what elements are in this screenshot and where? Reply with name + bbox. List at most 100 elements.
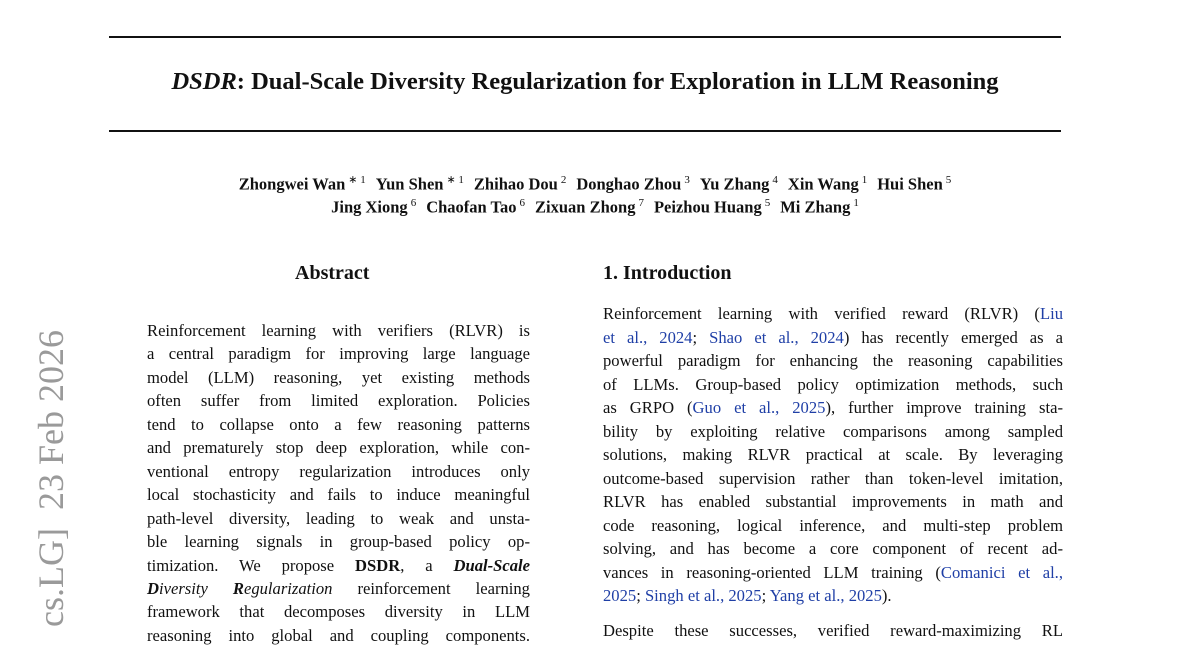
author-name: Yun Shen bbox=[375, 174, 444, 194]
text-line: outcome-based supervision rather than to… bbox=[603, 468, 1063, 490]
affiliation: 5 bbox=[764, 197, 771, 209]
text-line: 2025; Singh et al., 2025; Yang et al., 2… bbox=[603, 585, 1063, 607]
citation-link[interactable]: Yang et al., 2025 bbox=[769, 586, 882, 605]
text-run: ) has recently emerged as a bbox=[843, 327, 1063, 347]
text-line: and prematurely stop deep exploration, w… bbox=[147, 437, 530, 459]
text-run: Reinforcement learning with verifiers (R… bbox=[147, 321, 530, 340]
text-run: ). bbox=[881, 586, 892, 605]
text-run: ), further improve training sta- bbox=[825, 398, 1063, 417]
text-line: local stochasticity and fails to induce … bbox=[147, 484, 530, 506]
author-line: Zhongwei Wan ∗ 1 Yun Shen ∗ 1 Zhihao Dou 2 Don… bbox=[0, 173, 1200, 195]
text-run: model (LLM) reasoning, yet existing meth… bbox=[147, 367, 530, 387]
text-line: Reinforcement learning with verified rew… bbox=[603, 303, 1063, 325]
citation-link[interactable]: Shao et al., 2024 bbox=[709, 327, 844, 347]
text-line: path-level diversity, leading to weak an… bbox=[147, 508, 530, 530]
author-name: Peizhou Huang bbox=[653, 197, 762, 217]
author-name: Mi Zhang bbox=[780, 197, 851, 217]
bottom-rule bbox=[109, 130, 1061, 132]
citation-link[interactable]: Liu bbox=[1039, 304, 1063, 323]
text-run: tend to collapse onto a few reasoning pa… bbox=[147, 414, 530, 434]
text-line: model (LLM) reasoning, yet existing meth… bbox=[147, 367, 530, 389]
affiliation: ∗ 1 bbox=[348, 174, 366, 186]
affiliation: 1 bbox=[861, 174, 868, 186]
citation-link[interactable]: et al., 2024 bbox=[603, 327, 693, 347]
author-name: Zhongwei Wan bbox=[238, 174, 346, 194]
citation-link[interactable]: 2025 bbox=[603, 586, 637, 605]
affiliation: 3 bbox=[684, 174, 690, 186]
arxiv-stamp: cs.LG] 23 Feb 2026 bbox=[31, 330, 71, 627]
author-name: Hui Shen bbox=[877, 174, 943, 194]
text-line: bility by exploiting relative comparison… bbox=[603, 421, 1063, 443]
text-run: ble learning signals in group-based poli… bbox=[147, 532, 530, 552]
text-line: as GRPO (Guo et al., 2025), further impr… bbox=[603, 397, 1063, 419]
text-run: D bbox=[147, 578, 159, 598]
affiliation: 5 bbox=[945, 174, 952, 186]
text-run: powerful paradigm for enhancing the reas… bbox=[603, 351, 1063, 370]
affiliation: ∗ 1 bbox=[446, 174, 464, 186]
text-line: powerful paradigm for enhancing the reas… bbox=[603, 350, 1063, 372]
text-run: as GRPO ( bbox=[603, 398, 693, 417]
text-line: reasoning into global and coupling compo… bbox=[147, 625, 530, 647]
citation-link[interactable]: Guo et al., 2025 bbox=[692, 398, 826, 417]
text-run: egularization bbox=[243, 578, 333, 598]
text-line: RLVR has enabled substantial improvement… bbox=[603, 491, 1063, 513]
text-line: of LLMs. Group-based policy optimization… bbox=[603, 374, 1063, 396]
text-line: code reasoning, logical inference, and m… bbox=[603, 515, 1063, 537]
section-heading: 1. Introduction bbox=[603, 262, 732, 284]
text-run: Despite these successes, verified reward… bbox=[603, 621, 1063, 640]
text-line: framework that decomposes diversity in L… bbox=[147, 601, 530, 623]
text-run: solutions, making RLVR practical at scal… bbox=[603, 445, 1063, 464]
text-line: solving, and has become a core component… bbox=[603, 538, 1063, 560]
text-run: reinforcement learning bbox=[332, 578, 530, 598]
text-run: ventional entropy regularization introdu… bbox=[147, 461, 530, 481]
text-line: Despite these successes, verified reward… bbox=[603, 620, 1063, 642]
paper-title: DSDR: Dual-Scale Diversity Regularizatio… bbox=[109, 68, 1061, 96]
affiliation: 4 bbox=[772, 174, 778, 186]
text-run: code reasoning, logical inference, and m… bbox=[603, 515, 1063, 535]
author-name: Zhihao Dou bbox=[473, 174, 558, 194]
author-name: Yu Zhang bbox=[699, 174, 770, 194]
text-run: iversity bbox=[158, 578, 233, 598]
text-run: a central paradigm for improving large l… bbox=[147, 344, 530, 364]
text-run: vances in reasoning-oriented LLM trainin… bbox=[603, 562, 941, 582]
text-run: local stochasticity and fails to induce … bbox=[147, 485, 530, 505]
text-run: ; bbox=[636, 586, 645, 605]
text-line: solutions, making RLVR practical at scal… bbox=[603, 444, 1063, 466]
author-name: Donghao Zhou bbox=[576, 174, 682, 194]
arxiv-sidebar: cs.LG] 23 Feb 2026 bbox=[31, 330, 71, 627]
text-run: : Dual-Scale Diversity Regularization fo… bbox=[236, 68, 999, 95]
text-line: Diversity Regularization reinforcement l… bbox=[147, 578, 530, 600]
text-run: RLVR has enabled substantial improvement… bbox=[603, 492, 1063, 511]
affiliation: 1 bbox=[853, 197, 859, 209]
text-run: framework that decomposes diversity in L… bbox=[147, 602, 530, 622]
affiliation: 7 bbox=[638, 197, 644, 209]
text-line: often suffer from limited exploration. P… bbox=[147, 390, 530, 412]
top-rule bbox=[109, 36, 1061, 38]
text-run: and prematurely stop deep exploration, w… bbox=[147, 438, 530, 458]
text-line: timization. We propose DSDR, a Dual-Scal… bbox=[147, 555, 530, 577]
text-run: Reinforcement learning with verified rew… bbox=[603, 304, 1040, 323]
text-run: often suffer from limited exploration. P… bbox=[147, 391, 530, 411]
text-run: Dual-Scale bbox=[453, 555, 530, 575]
citation-link[interactable]: Comanici et al., bbox=[940, 562, 1063, 582]
text-line: tend to collapse onto a few reasoning pa… bbox=[147, 414, 530, 436]
text-run: R bbox=[232, 578, 244, 598]
affiliation: 6 bbox=[410, 197, 417, 209]
author-name: Jing Xiong bbox=[331, 197, 408, 217]
text-run: reasoning into global and coupling compo… bbox=[147, 625, 530, 645]
text-line: et al., 2024; Shao et al., 2024) has rec… bbox=[603, 327, 1063, 349]
abstract-heading: Abstract bbox=[295, 262, 370, 284]
text-line: vances in reasoning-oriented LLM trainin… bbox=[603, 562, 1063, 584]
text-run: timization. We propose bbox=[147, 555, 356, 575]
text-line: a central paradigm for improving large l… bbox=[147, 343, 530, 365]
citation-link[interactable]: Singh et al., 2025 bbox=[644, 586, 762, 605]
text-run: of LLMs. Group-based policy optimization… bbox=[603, 374, 1063, 394]
author-name: Chaofan Tao bbox=[426, 197, 517, 217]
text-run: DSDR bbox=[171, 68, 237, 95]
text-run: DSDR bbox=[355, 555, 401, 575]
author-line: Jing Xiong 6 Chaofan Tao 6 Zixuan Zhong 7 Peiz… bbox=[0, 197, 1200, 218]
author-name: Zixuan Zhong bbox=[535, 197, 636, 217]
affiliation: 2 bbox=[560, 174, 567, 186]
text-run: , a bbox=[400, 555, 454, 575]
